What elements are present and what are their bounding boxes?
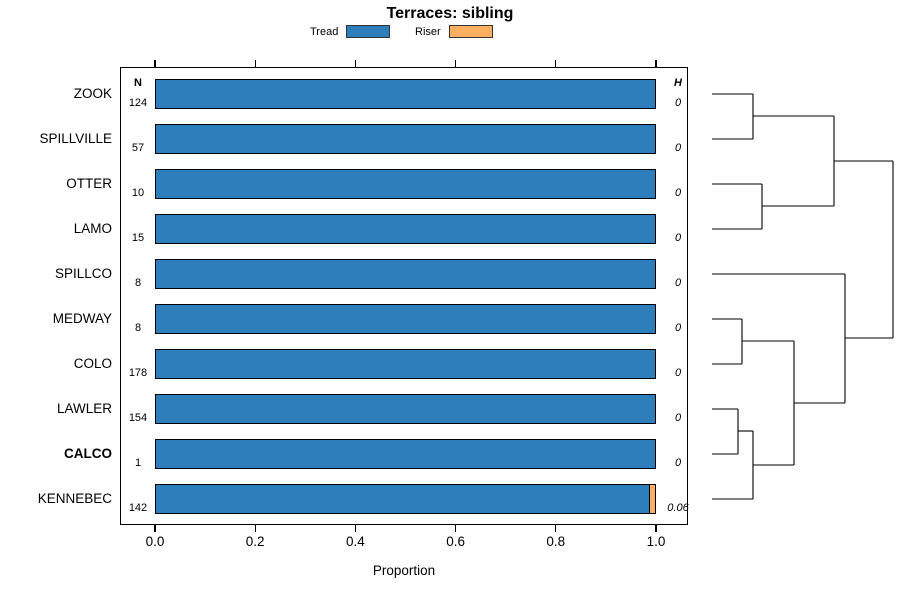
legend-label-tread: Tread bbox=[310, 25, 339, 38]
x-axis-tick-label: 0.4 bbox=[346, 534, 365, 549]
x-axis-tick-label: 0.2 bbox=[245, 534, 265, 549]
n-value: 1 bbox=[134, 457, 142, 469]
x-axis-tick bbox=[655, 525, 657, 532]
h-value: 0.06 bbox=[667, 502, 689, 514]
n-value: 15 bbox=[131, 232, 145, 244]
x-axis-tick-label: 1.0 bbox=[646, 534, 666, 549]
y-axis-label: ZOOK bbox=[73, 86, 112, 101]
x-axis-tick bbox=[354, 525, 357, 532]
x-axis-title: Proportion bbox=[372, 563, 436, 578]
stacked-bar bbox=[155, 124, 656, 154]
y-axis-label: SPILLVILLE bbox=[39, 131, 112, 146]
stacked-bar bbox=[155, 169, 656, 199]
y-axis-label: LAMO bbox=[73, 221, 112, 236]
legend-item-riser: Riser bbox=[415, 25, 493, 38]
n-value: 142 bbox=[128, 502, 148, 514]
chart-title: Terraces: sibling bbox=[386, 5, 514, 22]
x-axis-tick bbox=[154, 525, 156, 532]
column-header-n: N bbox=[134, 77, 142, 89]
h-value: 0 bbox=[674, 277, 682, 289]
legend-swatch-tread-icon bbox=[346, 25, 391, 38]
x-axis-top-tick bbox=[555, 60, 557, 67]
y-axis-label: LAWLER bbox=[56, 401, 112, 416]
n-value: 57 bbox=[131, 142, 145, 154]
x-axis-tick bbox=[254, 525, 256, 532]
x-axis-tick bbox=[454, 525, 457, 532]
bar-segment-tread bbox=[156, 395, 655, 423]
n-value: 8 bbox=[134, 277, 142, 289]
y-axis-label: MEDWAY bbox=[52, 311, 112, 326]
n-value: 178 bbox=[128, 367, 148, 379]
x-axis-top-tick bbox=[154, 60, 156, 67]
h-value: 0 bbox=[674, 187, 682, 199]
y-axis-label: KENNEBEC bbox=[37, 491, 112, 506]
h-value: 0 bbox=[674, 142, 682, 154]
bar-segment-tread bbox=[156, 350, 655, 378]
x-axis-tick-label: 0.8 bbox=[546, 534, 566, 549]
x-axis-top-tick bbox=[254, 60, 256, 67]
x-axis-tick bbox=[555, 525, 557, 532]
column-header-h: H bbox=[674, 77, 682, 89]
h-value: 0 bbox=[674, 322, 682, 334]
bar-segment-tread bbox=[156, 305, 655, 333]
y-axis-label: CALCO bbox=[64, 446, 112, 461]
x-axis-tick-label: 0.0 bbox=[145, 534, 165, 549]
n-value: 8 bbox=[134, 322, 142, 334]
n-value: 124 bbox=[128, 97, 148, 109]
stacked-bar bbox=[155, 259, 656, 289]
stacked-bar bbox=[155, 304, 656, 334]
x-axis-top-tick bbox=[655, 60, 657, 67]
y-axis-label: OTTER bbox=[66, 176, 112, 191]
stacked-bar bbox=[155, 394, 656, 424]
bar-segment-tread bbox=[156, 170, 655, 198]
bar-segment-tread bbox=[156, 260, 655, 288]
legend-item-tread: Tread bbox=[310, 25, 391, 38]
h-value: 0 bbox=[674, 412, 682, 424]
h-value: 0 bbox=[674, 97, 682, 109]
stacked-bar bbox=[155, 484, 656, 514]
bar-segment-tread bbox=[156, 485, 650, 513]
bar-segment-tread bbox=[156, 440, 655, 468]
x-axis-tick-label: 0.6 bbox=[446, 534, 465, 549]
legend-label-riser: Riser bbox=[415, 25, 441, 38]
h-value: 0 bbox=[674, 367, 682, 379]
x-axis-top-tick bbox=[454, 60, 457, 67]
bar-segment-riser bbox=[649, 485, 655, 513]
bar-segment-tread bbox=[156, 80, 655, 108]
stacked-bar bbox=[155, 214, 656, 244]
bar-segment-tread bbox=[156, 125, 655, 153]
stacked-bar bbox=[155, 79, 656, 109]
legend-swatch-riser-icon bbox=[448, 25, 493, 38]
x-axis-top-tick bbox=[354, 60, 357, 67]
h-value: 0 bbox=[674, 232, 682, 244]
stacked-bar bbox=[155, 349, 656, 379]
n-value: 154 bbox=[128, 412, 148, 424]
h-value: 0 bbox=[674, 457, 682, 469]
y-axis-label: COLO bbox=[73, 356, 112, 371]
n-value: 10 bbox=[131, 187, 145, 199]
bar-segment-tread bbox=[156, 215, 655, 243]
stacked-bar bbox=[155, 439, 656, 469]
y-axis-label: SPILLCO bbox=[54, 266, 112, 281]
